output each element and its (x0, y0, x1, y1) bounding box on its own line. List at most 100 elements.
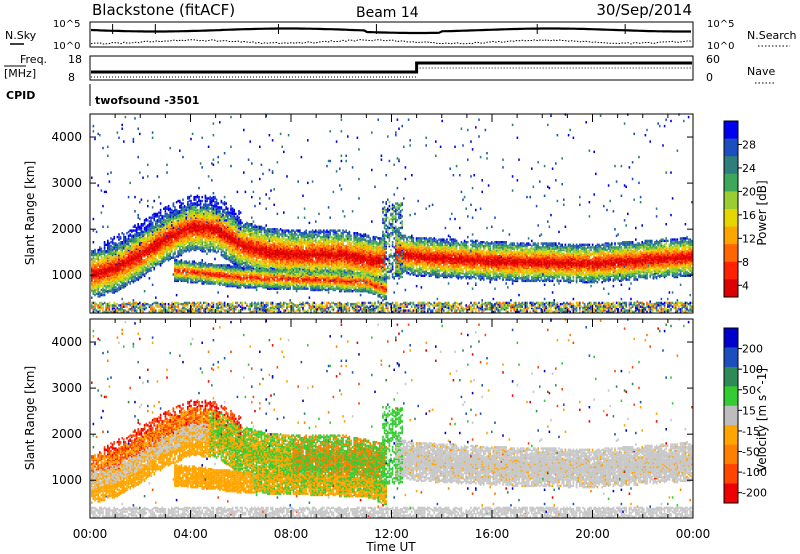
heatmap-cell (260, 278, 263, 281)
heatmap-cell (110, 288, 112, 292)
heatmap-cell (188, 250, 191, 253)
heatmap-cell (142, 248, 144, 252)
heatmap-cell (183, 301, 186, 305)
heatmap-cell (110, 253, 112, 257)
heatmap-cell (150, 230, 152, 234)
heatmap-cell (193, 305, 195, 308)
heatmap-cell (99, 266, 101, 270)
heatmap-cell (182, 302, 184, 306)
heatmap-cell (159, 260, 162, 263)
heatmap-cell (222, 244, 224, 248)
heatmap-cell (174, 237, 176, 240)
heatmap-cell (201, 250, 203, 253)
heatmap-cell (103, 248, 106, 252)
heatmap-cell (231, 278, 234, 281)
heatmap-cell (251, 248, 253, 252)
heatmap-cell (235, 259, 237, 262)
heatmap-cell (190, 230, 192, 234)
heatmap-cell (151, 310, 154, 314)
heatmap-cell (180, 216, 183, 219)
heatmap-cell (115, 288, 117, 292)
heatmap-cell (227, 264, 229, 267)
heatmap-cell (265, 306, 267, 310)
heatmap-cell (102, 310, 104, 314)
heatmap-cell (105, 282, 107, 285)
heatmap-cell (230, 279, 232, 283)
heatmap-cell (172, 234, 175, 237)
heatmap-cell (150, 233, 152, 236)
heatmap-cell (129, 233, 131, 236)
heatmap-cell (137, 260, 139, 263)
heatmap-cell (222, 243, 224, 246)
heatmap-cell (132, 308, 135, 311)
heatmap-cell (222, 211, 224, 214)
heatmap-cell (191, 206, 194, 209)
heatmap-cell (206, 241, 208, 244)
heatmap-cell (206, 199, 208, 203)
heatmap-cell (113, 305, 115, 308)
heatmap-cell (238, 286, 240, 289)
heatmap-cell (147, 232, 149, 235)
heatmap-cell (111, 242, 114, 245)
heatmap-cell (108, 268, 111, 271)
heatmap-cell (198, 211, 200, 214)
heatmap-cell (95, 279, 98, 283)
heatmap-cell (123, 282, 125, 285)
heatmap-cell (94, 282, 96, 285)
heatmap-cell (206, 237, 208, 240)
heatmap-cell (223, 264, 226, 267)
heatmap-cell (172, 219, 175, 222)
heatmap-cell (212, 281, 215, 284)
heatmap-cell (227, 213, 229, 217)
heatmap-cell (196, 275, 199, 279)
heatmap-cell (121, 257, 123, 261)
heatmap-cell (187, 273, 189, 276)
heatmap-cell (263, 246, 266, 249)
heatmap-cell (263, 265, 266, 268)
heatmap-cell (180, 221, 183, 225)
heatmap-cell (212, 243, 215, 246)
heatmap-cell (231, 230, 234, 234)
heatmap-cell (177, 301, 179, 305)
heatmap-cell (241, 242, 243, 245)
heatmap-cell (180, 223, 183, 226)
heatmap-cell (174, 221, 176, 225)
heatmap-cell (182, 235, 184, 239)
heatmap-cell (222, 221, 224, 225)
heatmap-cell (203, 274, 205, 277)
heatmap-cell (137, 250, 139, 253)
heatmap-cell (262, 281, 264, 284)
heatmap-cell (100, 255, 103, 258)
heatmap-cell (196, 243, 199, 246)
heatmap-cell (190, 212, 192, 216)
heatmap-cell (190, 263, 192, 266)
heatmap-cell (167, 204, 170, 208)
heatmap-cell (108, 246, 111, 249)
heatmap-cell (251, 246, 253, 249)
heatmap-cell (169, 208, 171, 212)
heatmap-cell (238, 304, 240, 307)
heatmap-cell (223, 270, 226, 274)
heatmap-cell (100, 272, 103, 275)
heatmap-cell (116, 290, 119, 293)
heatmap-cell (188, 230, 191, 234)
heatmap-cell (195, 266, 197, 270)
heatmap-cell (139, 201, 141, 204)
heatmap-cell (119, 246, 122, 249)
heatmap-cell (132, 274, 135, 277)
heatmap-cell (108, 273, 111, 276)
heatmap-cell (254, 253, 256, 257)
heatmap-cell (204, 239, 207, 243)
heatmap-cell (124, 242, 127, 245)
heatmap-cell (91, 296, 93, 299)
heatmap-cell (174, 301, 176, 305)
heatmap-cell (198, 272, 200, 275)
heatmap-cell (166, 206, 168, 209)
heatmap-cell (132, 261, 135, 265)
heatmap-cell (111, 269, 114, 272)
heatmap-cell (249, 270, 251, 274)
heatmap-cell (118, 266, 120, 270)
heatmap-cell (107, 246, 109, 249)
heatmap-cell (167, 207, 170, 210)
heatmap-cell (135, 247, 138, 250)
